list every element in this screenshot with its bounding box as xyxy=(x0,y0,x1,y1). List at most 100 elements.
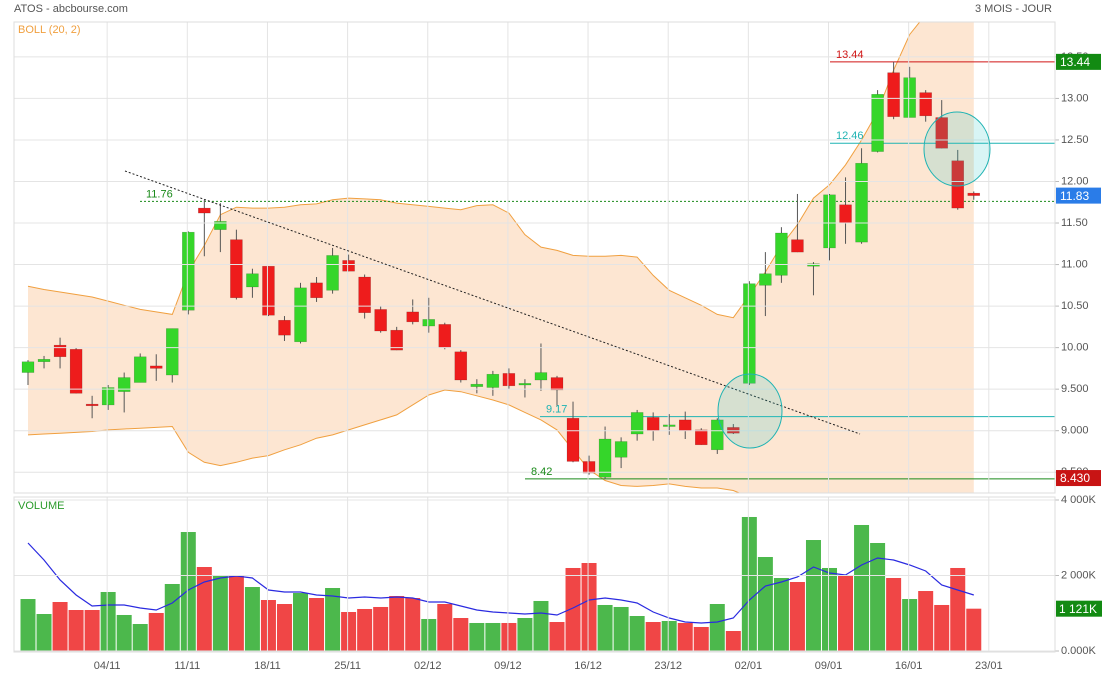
volume-bar xyxy=(228,575,244,651)
volume-bar xyxy=(950,567,966,651)
volume-bar xyxy=(725,630,741,651)
candle-body xyxy=(887,72,900,117)
price-tag-label: 11.83 xyxy=(1060,189,1089,203)
y-tick-label: 13.00 xyxy=(1061,92,1089,104)
x-tick-label: 02/12 xyxy=(414,660,442,672)
x-tick-label: 16/01 xyxy=(895,660,923,672)
period: 3 MOIS - JOUR xyxy=(975,3,1052,15)
candle-body xyxy=(646,417,660,431)
volume-bar xyxy=(421,618,437,651)
volume-bar xyxy=(52,602,68,651)
candle-body xyxy=(85,403,99,407)
volume-bar xyxy=(805,540,821,651)
candle-body xyxy=(502,373,516,387)
candle-body xyxy=(695,429,708,446)
candle-body xyxy=(246,273,259,288)
candle-body xyxy=(711,419,724,451)
candle-body xyxy=(678,419,692,431)
candle-body xyxy=(614,441,628,458)
axes: 04/11 11/11 18/11 25/11 02/12 09/12 16/12 23/12… xyxy=(14,22,1097,672)
price-level-label: 8.42 xyxy=(531,466,552,478)
volume-bar xyxy=(196,567,212,651)
price-tag-label: 8.430 xyxy=(1060,471,1090,485)
x-tick-label: 09/01 xyxy=(815,660,843,672)
volume-bar xyxy=(741,516,757,651)
volume-tag xyxy=(1056,600,1102,617)
volume-bar xyxy=(501,622,517,651)
volume-bar xyxy=(244,587,260,651)
volume-bar xyxy=(276,604,292,651)
candle-body xyxy=(582,461,596,474)
volume-bar xyxy=(902,599,918,651)
y-tick-label: 11.50 xyxy=(1061,217,1088,229)
volume-bar xyxy=(20,599,36,651)
volume-bar xyxy=(164,583,180,651)
price-level-label: 13.44 xyxy=(836,49,864,61)
y-tick-label: 9.000 xyxy=(1061,425,1089,437)
candle-body xyxy=(486,373,500,388)
volume-bar xyxy=(533,600,549,651)
candle-body xyxy=(310,282,323,299)
highlight-circle xyxy=(717,373,783,449)
volume-bar xyxy=(116,614,132,651)
candle-body xyxy=(390,329,403,351)
volume-bar xyxy=(453,618,469,651)
band-area xyxy=(28,22,974,493)
band-lower xyxy=(27,389,741,493)
candle-body xyxy=(326,255,339,291)
volume-bar xyxy=(629,616,645,651)
volume-bar xyxy=(212,575,228,651)
x-tick-label: 02/01 xyxy=(735,660,763,672)
y-tick-label: 4 000K xyxy=(1061,494,1097,506)
volume-bar xyxy=(389,595,405,651)
volume-bar xyxy=(373,606,389,651)
volume-bar xyxy=(870,542,886,651)
y-tick-label: 10.00 xyxy=(1061,342,1089,354)
volume-bar xyxy=(549,622,565,651)
volume-bar xyxy=(325,587,341,651)
volume-bar xyxy=(437,604,453,651)
volume-bar xyxy=(517,618,533,651)
volume-bar xyxy=(469,622,485,651)
candle-body xyxy=(278,319,291,336)
candle-body xyxy=(518,383,532,386)
y-tick-label: 12.00 xyxy=(1061,175,1089,187)
candle-body xyxy=(871,94,884,152)
page-title: ATOS - abcbourse.com xyxy=(14,3,128,15)
candle-body xyxy=(182,231,195,311)
volume-bar xyxy=(341,612,357,651)
volume-bar xyxy=(838,575,854,651)
volume-bar xyxy=(485,622,501,651)
x-tick-label: 16/12 xyxy=(574,660,602,672)
volume-bar xyxy=(68,610,84,651)
candle-body xyxy=(743,283,756,384)
price-tag-label: 13.44 xyxy=(1060,55,1090,69)
volume-bar xyxy=(100,591,116,651)
candle-body xyxy=(294,287,307,343)
price-frame xyxy=(13,21,1056,494)
volume-bar xyxy=(260,599,276,651)
y-tick-label: 9.500 xyxy=(1061,383,1089,395)
y-tick-label: 11.00 xyxy=(1061,258,1088,270)
price-tag xyxy=(1056,470,1101,487)
candle-body xyxy=(855,162,868,243)
candle-body xyxy=(775,232,788,276)
candle-body xyxy=(69,349,83,394)
x-tick-label: 11/11 xyxy=(174,660,200,672)
volume-tag-label: 1 121K xyxy=(1059,602,1097,616)
candle-body xyxy=(534,372,548,381)
y-tick-label: 0.000K xyxy=(1061,645,1097,657)
volume-frame xyxy=(13,496,1056,653)
volume-bar xyxy=(966,608,982,651)
volume-bar xyxy=(581,563,597,651)
candle-body xyxy=(662,424,676,427)
volume-bar xyxy=(918,591,934,651)
volume-average xyxy=(27,542,974,624)
candle-body xyxy=(230,239,243,299)
candle-body xyxy=(903,77,916,118)
candle-body xyxy=(101,387,115,406)
volume-bar xyxy=(148,612,164,651)
candle-body xyxy=(374,309,387,332)
x-tick-label: 04/11 xyxy=(94,660,121,672)
x-tick-label: 23/01 xyxy=(975,660,1003,672)
